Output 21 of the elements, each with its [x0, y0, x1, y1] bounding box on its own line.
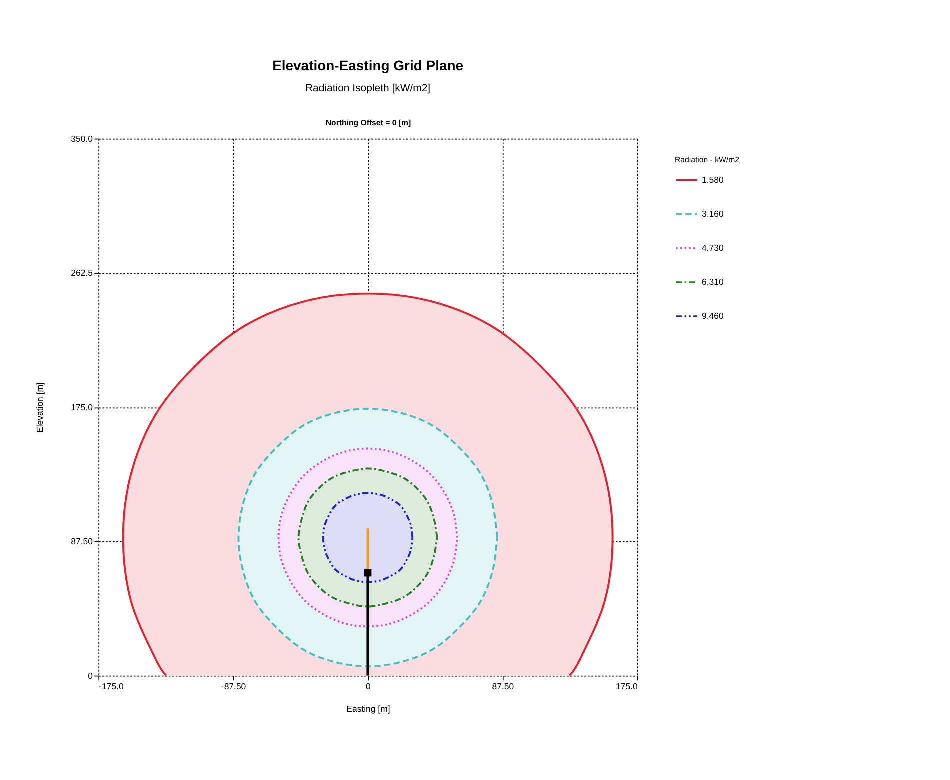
chart-title: Elevation-Easting Grid Plane	[272, 58, 464, 74]
y-tick-label: 0	[88, 670, 94, 681]
y-axis-title: Elevation [m]	[35, 382, 46, 433]
x-tick-label: 175.0	[616, 681, 638, 692]
legend-label: 4.730	[702, 243, 724, 254]
legend-label: 9.460	[702, 311, 724, 322]
x-tick-label: -175.0	[99, 681, 124, 692]
legend-title: Radiation - kW/m2	[674, 155, 740, 164]
x-tick-label: 87.50	[492, 681, 514, 692]
chart-subtitle: Radiation Isopleth [kW/m2]	[305, 84, 431, 95]
x-axis-title: Easting [m]	[346, 704, 390, 714]
y-tick-label: 175.0	[71, 402, 94, 412]
legend-label: 3.160	[702, 208, 724, 219]
x-tick-label: 0	[366, 681, 372, 692]
y-tick-label: 87.50	[71, 536, 94, 547]
y-tick-label: 262.5	[71, 268, 94, 278]
legend-label: 1.580	[702, 174, 724, 185]
x-tick-label: -87.50	[221, 681, 246, 692]
text: Northing Offset = 0 [m]	[326, 118, 412, 128]
y-tick-label: 350.0	[71, 134, 94, 144]
legend-label: 6.310	[702, 277, 724, 288]
